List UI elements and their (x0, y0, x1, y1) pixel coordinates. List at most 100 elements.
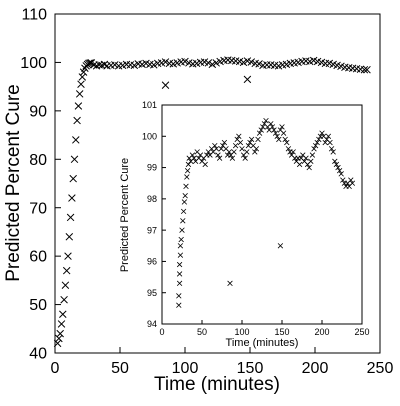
main-data-point (86, 59, 94, 67)
main-x-tick-label: 200 (302, 360, 329, 377)
main-data-point (60, 295, 68, 304)
main-data-point (69, 174, 77, 183)
main-y-tick-label: 60 (29, 249, 47, 266)
main-data-point (74, 102, 83, 110)
inset-data-point (309, 152, 316, 158)
main-data-point (181, 57, 189, 66)
main-data-point (100, 60, 109, 69)
main-data-point (360, 65, 369, 74)
inset-y-tick-label: 97 (147, 225, 157, 235)
inset-data-point (253, 146, 260, 152)
inset-data-point (296, 161, 303, 168)
inset-data-point (269, 124, 276, 130)
inset-data-point (184, 168, 191, 174)
inset-data-point (325, 133, 332, 139)
inset-data-point (245, 142, 252, 149)
main-data-point (130, 61, 139, 70)
main-data-point (53, 339, 62, 348)
main-y-tick-label: 100 (20, 55, 47, 72)
main-x-tick-label: 100 (172, 360, 199, 377)
inset-data-point (176, 280, 183, 287)
inset-y-tick-label: 95 (147, 288, 157, 298)
inset-data-point (303, 155, 309, 161)
inset-data-point (336, 168, 343, 174)
inset-data-point (229, 155, 236, 161)
inset-x-tick-label: 50 (197, 327, 207, 337)
inset-data-point (184, 174, 190, 180)
main-data-point (85, 59, 93, 68)
main-data-point (78, 73, 87, 81)
inset-data-point (312, 142, 319, 149)
inset-data-point (182, 193, 188, 199)
inset-data-point (189, 152, 196, 158)
inset-data-point (183, 183, 189, 190)
inset-data-point (277, 243, 284, 249)
inset-data-point (213, 146, 220, 152)
main-data-point (72, 136, 80, 144)
main-data-point (239, 58, 248, 67)
main-data-point (70, 155, 79, 164)
inset-data-point (236, 133, 242, 139)
main-data-point (75, 90, 84, 98)
inset-y-tick-label: 99 (147, 163, 157, 173)
inset-data-point (280, 130, 287, 136)
main-data-point (66, 213, 75, 222)
inset-data-point (252, 149, 258, 155)
main-data-point (161, 58, 170, 66)
inset-data-point (285, 146, 292, 152)
main-data-point (57, 320, 66, 328)
inset-data-point (311, 146, 317, 152)
main-data-point (68, 194, 76, 202)
main-data-point (363, 65, 371, 74)
main-y-tick-label: 50 (29, 297, 47, 314)
inset-data-point (268, 121, 274, 127)
main-x-axis-label: Time (minutes) (154, 374, 280, 395)
inset-data-point (180, 218, 186, 224)
inset-data-point (176, 293, 182, 299)
main-data-point (55, 334, 63, 343)
main-x-tick-label: 50 (111, 360, 129, 377)
inset-data-point (263, 117, 269, 124)
inset-data-point (276, 136, 282, 143)
inset-data-point (179, 227, 185, 233)
main-y-tick-label: 40 (29, 346, 47, 363)
inset-data-point (244, 149, 250, 155)
inset-data-point (178, 236, 184, 243)
inset-data-point (284, 139, 290, 146)
main-y-tick-label: 80 (29, 152, 47, 169)
main-data-point (77, 80, 85, 88)
main-data-point (64, 252, 72, 260)
main-y-tick-label: 90 (29, 103, 47, 120)
main-data-point (263, 61, 271, 69)
inset-data-point (255, 136, 261, 143)
main-marks (53, 56, 371, 348)
main-plot-frame (54, 13, 381, 354)
main-ticks: 0 50 100 150 200 250 40 50 60 70 80 90 100 110 (20, 7, 393, 377)
inset-y-tick-label: 94 (147, 319, 157, 329)
inset-data-point (279, 124, 285, 130)
main-data-point (150, 61, 158, 69)
inset-data-point (181, 199, 188, 205)
inset-x-axis-label: Time (minutes) (226, 337, 299, 349)
inset-data-point (216, 155, 223, 161)
inset-data-point (242, 155, 248, 161)
inset-x-tick-label: 0 (159, 327, 164, 337)
inset-data-point (221, 139, 228, 146)
main-data-point (255, 60, 263, 68)
main-data-point (208, 60, 217, 69)
inset-y-tick-label: 101 (142, 100, 157, 110)
inset-data-point (271, 127, 277, 133)
inset-data-point (237, 139, 244, 146)
main-data-point (65, 233, 74, 241)
inset-data-point (177, 243, 184, 249)
inset-data-point (191, 155, 197, 161)
main-data-point (161, 81, 170, 89)
inset-data-point (306, 164, 312, 171)
inset-data-point (215, 152, 221, 158)
main-y-tick-label: 70 (29, 200, 47, 217)
inset-data-point (256, 130, 263, 136)
main-data-point (61, 281, 70, 289)
inset-data-point (332, 158, 338, 164)
